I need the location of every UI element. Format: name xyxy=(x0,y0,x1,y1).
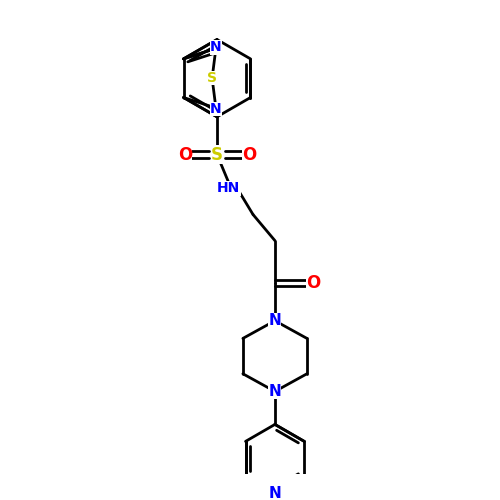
Text: O: O xyxy=(178,146,192,164)
Text: S: S xyxy=(207,71,217,85)
Text: N: N xyxy=(268,313,281,328)
Text: N: N xyxy=(210,40,222,54)
Text: O: O xyxy=(242,146,256,164)
Text: S: S xyxy=(211,146,223,164)
Text: N: N xyxy=(268,384,281,399)
Text: O: O xyxy=(306,274,320,292)
Text: N: N xyxy=(268,486,281,500)
Text: HN: HN xyxy=(217,182,240,196)
Text: N: N xyxy=(210,102,222,116)
